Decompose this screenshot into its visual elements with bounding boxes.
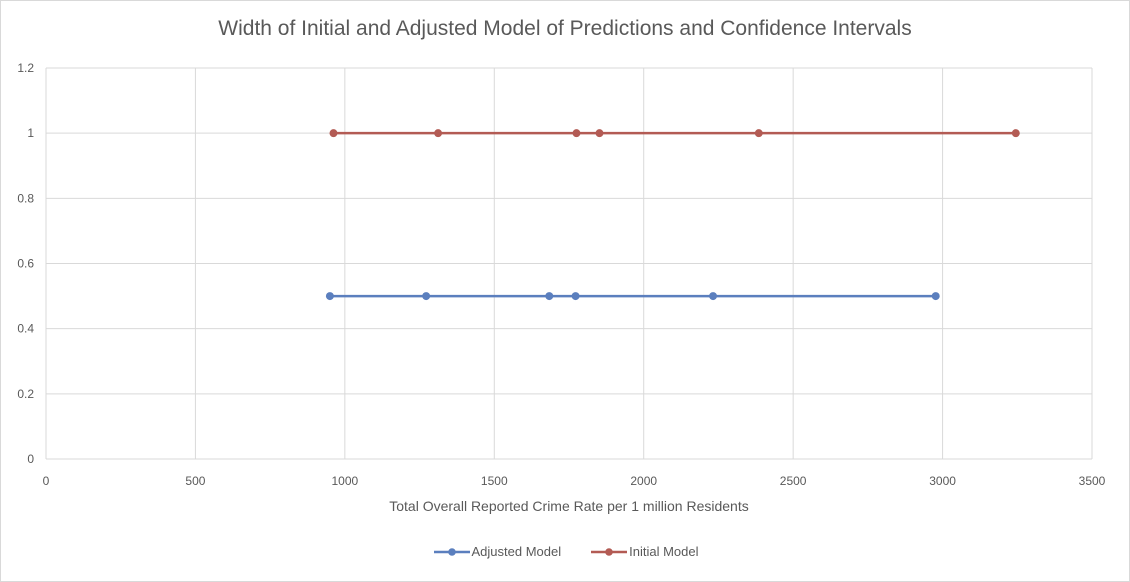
x-axis-title: Total Overall Reported Crime Rate per 1 … bbox=[389, 498, 749, 514]
y-tick-label: 0.4 bbox=[17, 322, 34, 336]
series-0-point bbox=[422, 292, 431, 301]
x-tick-label: 2500 bbox=[780, 474, 807, 488]
legend: Adjusted Model Initial Model bbox=[1, 544, 1129, 559]
series-1-point bbox=[1011, 129, 1020, 138]
legend-label-adjusted: Adjusted Model bbox=[471, 544, 562, 559]
series-1-point bbox=[754, 129, 763, 138]
y-tick-label: 0 bbox=[27, 452, 34, 466]
series-1-point bbox=[329, 129, 338, 138]
x-tick-label: 1500 bbox=[481, 474, 508, 488]
x-tick-label: 3000 bbox=[929, 474, 956, 488]
x-tick-label: 1000 bbox=[332, 474, 359, 488]
y-tick-label: 0.2 bbox=[17, 387, 34, 401]
x-tick-label: 2000 bbox=[630, 474, 657, 488]
x-tick-label: 0 bbox=[43, 474, 50, 488]
legend-item-initial: Initial Model bbox=[589, 544, 699, 559]
legend-label-initial: Initial Model bbox=[629, 544, 699, 559]
series-0-point bbox=[931, 292, 940, 301]
series-0-point bbox=[571, 292, 580, 301]
chart-title: Width of Initial and Adjusted Model of P… bbox=[218, 17, 912, 40]
series-0-point bbox=[545, 292, 554, 301]
series-1-point bbox=[595, 129, 604, 138]
legend-swatch-adjusted bbox=[433, 547, 470, 556]
x-tick-label: 3500 bbox=[1079, 474, 1106, 488]
series-0-point bbox=[709, 292, 718, 301]
y-tick-label: 0.6 bbox=[17, 257, 34, 271]
y-tick-label: 1 bbox=[27, 126, 34, 140]
series-0-point bbox=[325, 292, 334, 301]
series-1-point bbox=[434, 129, 443, 138]
y-tick-label: 0.8 bbox=[17, 191, 34, 205]
x-tick-label: 500 bbox=[185, 474, 205, 488]
legend-item-adjusted: Adjusted Model bbox=[432, 544, 562, 559]
y-tick-label: 1.2 bbox=[17, 61, 34, 75]
legend-swatch-initial bbox=[591, 547, 628, 556]
series-1-point bbox=[572, 129, 581, 138]
